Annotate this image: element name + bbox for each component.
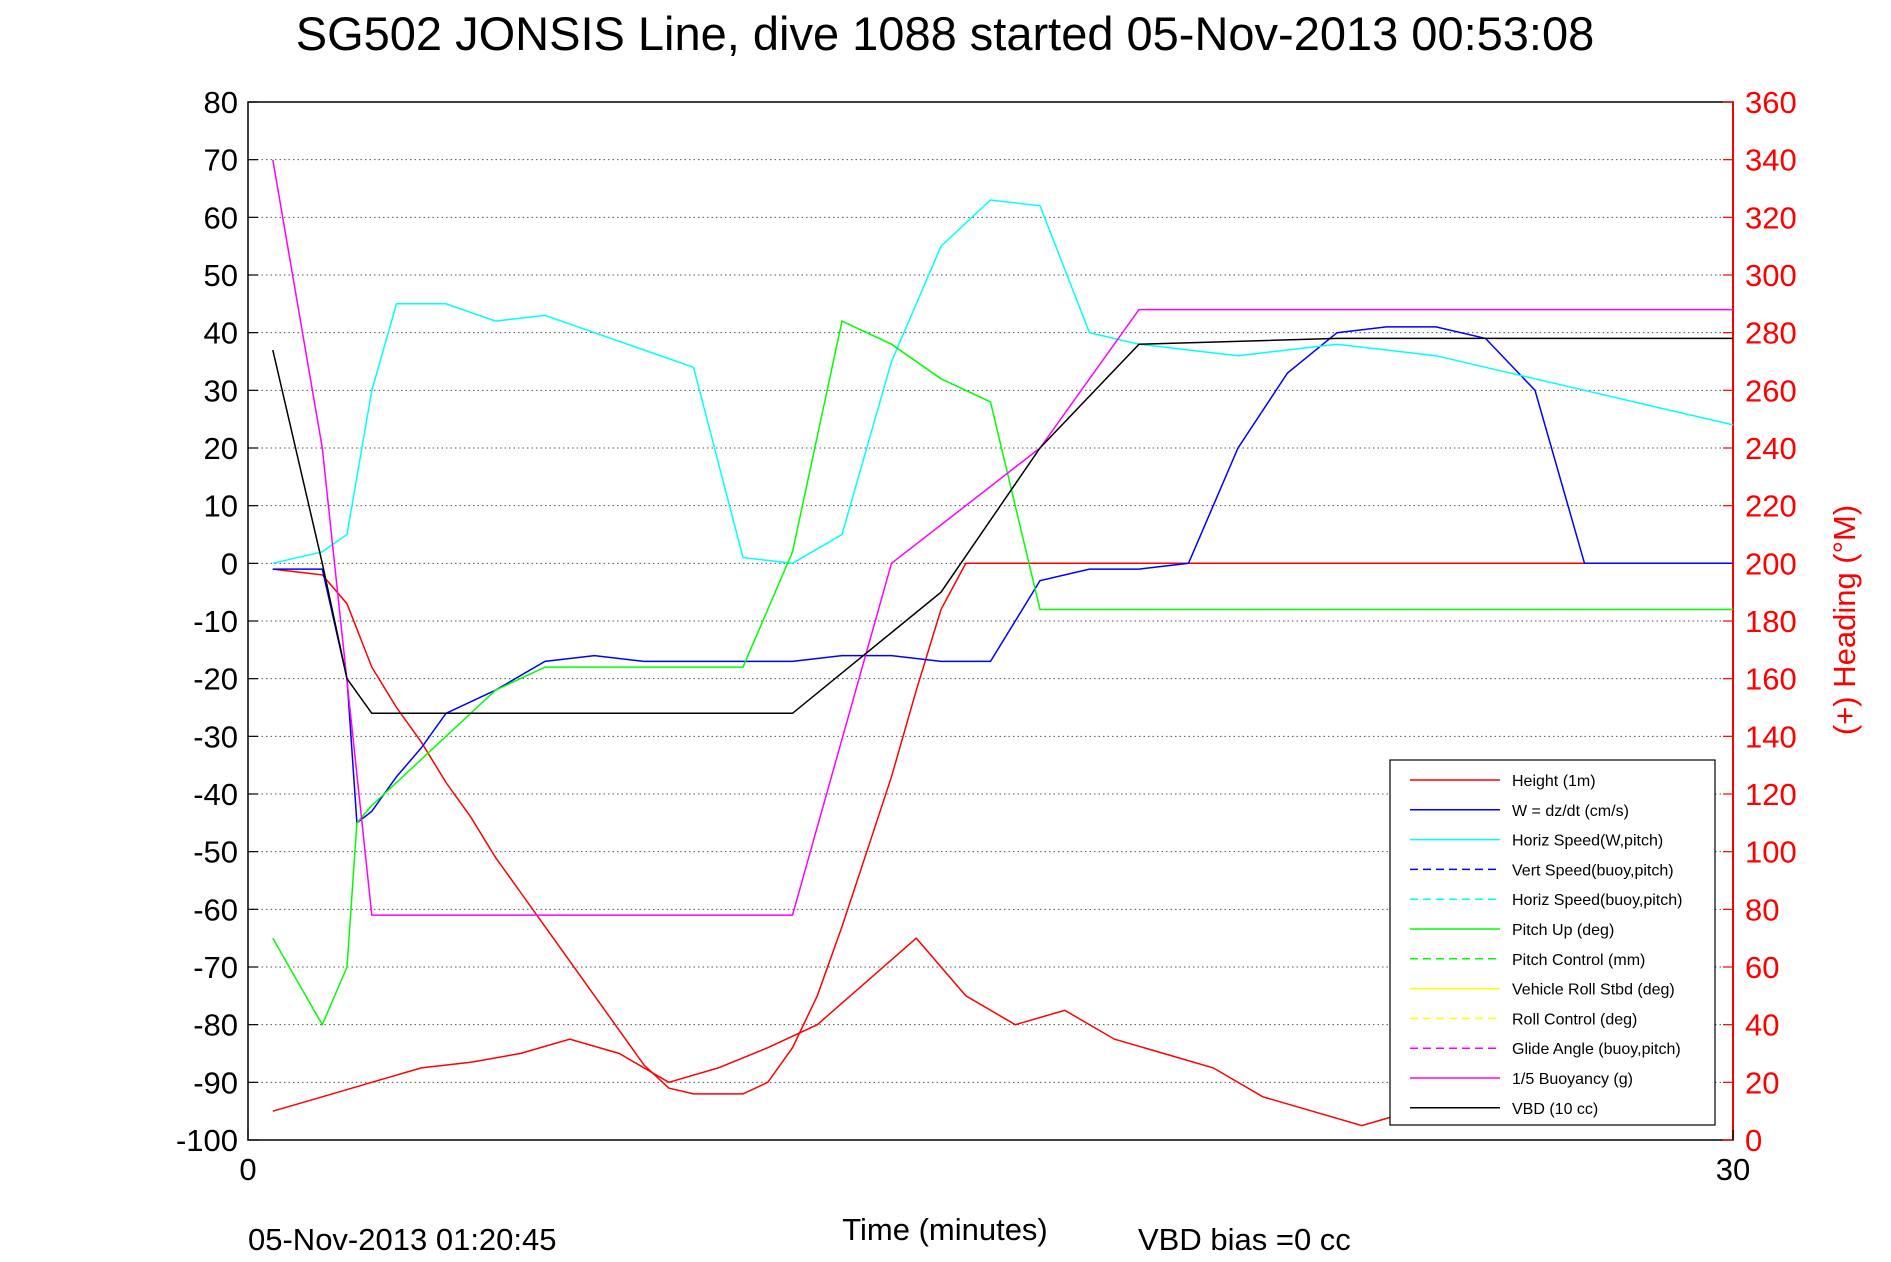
left-tick-label: -20 [193,662,238,697]
right-tick-label: 100 [1745,835,1797,870]
right-tick-label: 20 [1745,1065,1779,1100]
legend-label: Pitch Up (deg) [1512,922,1614,939]
left-tick-label: -30 [193,719,238,754]
right-tick-label: 80 [1745,892,1779,927]
left-tick-label: 30 [204,373,238,408]
right-tick-label: 140 [1745,719,1797,754]
chart-title: SG502 JONSIS Line, dive 1088 started 05-… [296,7,1595,60]
x-tick-label: 30 [1716,1152,1750,1187]
right-tick-label: 0 [1745,1123,1762,1158]
left-tick-label: -80 [193,1008,238,1043]
right-tick-label: 160 [1745,662,1797,697]
right-tick-label: 60 [1745,950,1779,985]
legend-label: Vert Speed(buoy,pitch) [1512,862,1674,879]
series-line-vbd-10-cc [272,337,1733,715]
left-tick-label: 0 [221,546,238,581]
series-line-pitch-up-deg [272,320,1733,1027]
left-tick-label: 70 [204,143,238,178]
right-tick-label: 240 [1745,431,1797,466]
legend-label: Horiz Speed(buoy,pitch) [1512,892,1682,909]
left-tick-label: 40 [204,316,238,351]
right-tick-label: 180 [1745,604,1797,639]
left-tick-label: -40 [193,777,238,812]
right-y-axis: 3603403203002802602402202001801601401201… [1723,85,1797,1158]
right-tick-label: 300 [1745,258,1797,293]
legend-label: W = dz/dt (cm/s) [1512,803,1629,820]
legend: Height (1m) W = dz/dt (cm/s) Horiz Speed(W… [1389,759,1716,1126]
left-tick-label: 20 [204,431,238,466]
legend-label: Vehicle Roll Stbd (deg) [1512,982,1675,999]
legend-label: Pitch Control (mm) [1512,952,1645,969]
right-tick-label: 200 [1745,546,1797,581]
right-tick-label: 220 [1745,489,1797,524]
footer-vbd-bias: VBD bias =0 cc [1138,1222,1351,1257]
series-line-w-dz-dt-cm-s [272,326,1733,825]
legend-label: 1/5 Buoyancy (g) [1512,1071,1633,1088]
right-tick-label: 40 [1745,1008,1779,1043]
legend-label: Horiz Speed(W,pitch) [1512,833,1663,850]
right-tick-label: 280 [1745,316,1797,351]
x-axis-label: Time (minutes) [842,1212,1048,1247]
left-y-axis: 80 70 60 50 40 30 20 10 0 -10 -20 -30 -40 -50 -60 -70 -8… [176,85,258,1158]
x-tick-label: 0 [239,1152,256,1187]
right-tick-label: 120 [1745,777,1797,812]
left-tick-label: -10 [193,604,238,639]
left-tick-label: 60 [204,200,238,235]
series-layer [272,159,1734,1127]
left-tick-label: -100 [176,1123,238,1158]
left-tick-label: -60 [193,892,238,927]
legend-label: Height (1m) [1512,773,1596,790]
left-tick-label: -50 [193,835,238,870]
footer-timestamp: 05-Nov-2013 01:20:45 [248,1222,557,1257]
left-tick-label: -70 [193,950,238,985]
left-tick-label: -90 [193,1065,238,1100]
right-tick-label: 260 [1745,373,1797,408]
x-axis: 0 30 [239,1130,1750,1187]
left-tick-label: 50 [204,258,238,293]
right-tick-label: 320 [1745,200,1797,235]
legend-label: Roll Control (deg) [1512,1011,1637,1028]
series-line-horiz-speed-w-pitch [272,199,1734,565]
legend-label: Glide Angle (buoy,pitch) [1512,1041,1681,1058]
series-line-height-1m [272,562,1733,1095]
right-y-axis-label: (+) Heading (°M) [1827,505,1862,735]
right-tick-label: 340 [1745,143,1797,178]
left-tick-label: 10 [204,489,238,524]
series-line-1-5-buoyancy-g [272,159,1733,916]
left-tick-label: 80 [204,85,238,120]
right-tick-label: 360 [1745,85,1797,120]
legend-label: VBD (10 cc) [1512,1101,1598,1118]
legend-box [1389,759,1716,1126]
